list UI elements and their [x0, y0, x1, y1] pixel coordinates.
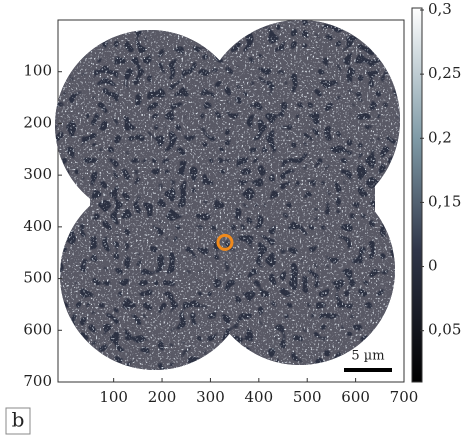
colorbar-tick-label: 0	[428, 257, 438, 275]
x-tick-label: 500	[293, 388, 322, 406]
colorbar-tick-label: 0,3	[428, 0, 452, 18]
colorbar-tick-label: 0,05	[428, 321, 461, 339]
x-tick-label: 100	[99, 388, 128, 406]
x-tick-label: 200	[148, 388, 177, 406]
colorbar-tick-label: 0,2	[428, 128, 452, 146]
y-tick-label: 500	[23, 269, 52, 287]
x-tick-label: 300	[196, 388, 225, 406]
colorbar-tick-label: 0,15	[428, 192, 461, 210]
panel-label: b	[12, 408, 25, 432]
y-tick-label: 700	[23, 372, 52, 390]
colorbar	[411, 7, 423, 383]
colorbar-tick-label: 0,25	[428, 64, 461, 82]
x-tick-label: 400	[245, 388, 274, 406]
y-tick-label: 300	[23, 165, 52, 183]
y-tick-label: 100	[23, 62, 52, 80]
y-tick-label: 600	[23, 320, 52, 338]
x-tick-label: 600	[341, 388, 370, 406]
y-tick-label: 400	[23, 217, 52, 235]
panel-box	[5, 407, 31, 435]
x-tick-label: 700	[390, 388, 419, 406]
y-tick-label: 200	[23, 113, 52, 131]
image	[55, 20, 400, 370]
marker	[216, 233, 234, 251]
scale-bar-label: 5 µm	[351, 349, 384, 364]
